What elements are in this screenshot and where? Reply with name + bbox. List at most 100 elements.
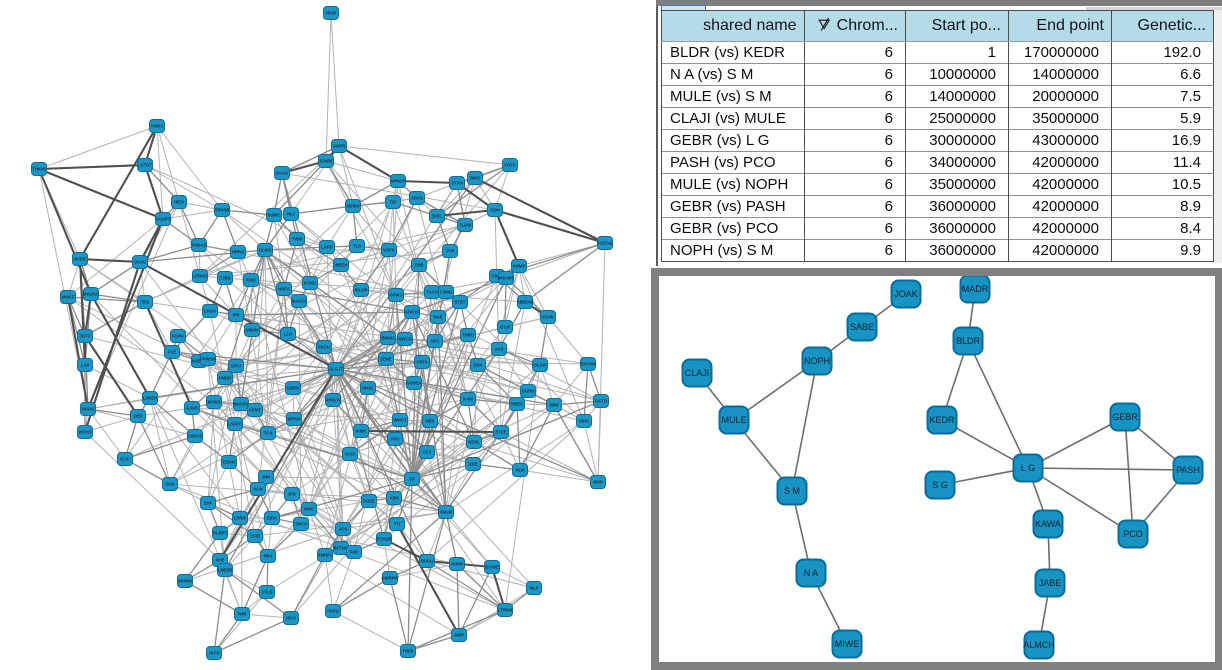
svg-text:ICJC: ICJC <box>120 457 130 462</box>
svg-text:NUETM: NUETM <box>192 359 207 364</box>
svg-text:NCDE: NCDE <box>74 257 86 262</box>
svg-text:SUWC: SUWC <box>268 213 281 218</box>
svg-text:LPDOO: LPDOO <box>193 274 209 279</box>
svg-text:UHOL: UHOL <box>362 386 374 391</box>
svg-text:MAUGO: MAUGO <box>83 292 100 297</box>
svg-text:ETDE: ETDE <box>495 430 506 435</box>
svg-text:AJGR: AJGR <box>186 406 198 411</box>
svg-text:TWIW: TWIW <box>491 274 503 279</box>
svg-text:AKD: AKD <box>494 347 503 352</box>
svg-text:GSHEA: GSHEA <box>407 381 422 386</box>
svg-text:FPWSW: FPWSW <box>200 357 216 362</box>
svg-text:L G: L G <box>1021 463 1035 473</box>
svg-text:LAP: LAP <box>81 363 90 368</box>
svg-text:EIDA: EIDA <box>267 516 277 521</box>
svg-text:CLAJI: CLAJI <box>685 368 710 378</box>
svg-text:IKMK: IKMK <box>356 429 367 434</box>
svg-text:BIHS: BIHS <box>470 176 480 181</box>
svg-text:FAKU: FAKU <box>327 609 338 614</box>
svg-text:KBBDW: KBBDW <box>517 300 533 305</box>
svg-text:LMEFB: LMEFB <box>218 568 232 573</box>
svg-text:HCN: HCN <box>253 487 262 492</box>
svg-text:JKOG: JKOG <box>134 260 146 265</box>
svg-text:ICLW: ICLW <box>500 325 511 330</box>
svg-text:JEME: JEME <box>380 357 392 362</box>
svg-text:OJOI: OJOI <box>345 452 355 457</box>
svg-text:JNH: JNH <box>262 475 270 480</box>
svg-text:N A: N A <box>804 568 819 578</box>
svg-text:AIBP: AIBP <box>454 633 464 638</box>
svg-text:LKGO: LKGO <box>204 309 217 314</box>
svg-text:ESKM: ESKM <box>223 460 236 465</box>
svg-text:KEMT: KEMT <box>249 408 261 413</box>
svg-text:GPC: GPC <box>430 339 439 344</box>
svg-text:SBOS: SBOS <box>411 196 423 201</box>
svg-text:KDHJ: KDHJ <box>172 334 184 339</box>
svg-text:GMLW: GMLW <box>439 510 452 515</box>
svg-text:ACG: ACG <box>338 527 347 532</box>
svg-text:BMWJ: BMWJ <box>382 336 395 341</box>
svg-text:OIHC: OIHC <box>579 419 589 424</box>
svg-text:SRNSB: SRNSB <box>215 208 230 213</box>
svg-text:TLS: TLS <box>353 244 361 249</box>
svg-text:ALMCH: ALMCH <box>1023 640 1055 650</box>
svg-text:S G: S G <box>932 480 948 490</box>
svg-text:STET: STET <box>455 300 466 305</box>
svg-text:FLE: FLE <box>168 350 176 355</box>
svg-text:SAOG: SAOG <box>276 171 288 176</box>
svg-text:LTRKM: LTRKM <box>498 608 513 613</box>
svg-text:OLGW: OLGW <box>533 363 546 368</box>
svg-text:TDI: TDI <box>390 200 397 205</box>
svg-text:JOAK: JOAK <box>894 289 918 299</box>
svg-text:CSMG: CSMG <box>440 290 453 295</box>
svg-text:TCA: TCA <box>264 431 273 436</box>
svg-text:LLO: LLO <box>284 332 293 337</box>
svg-text:NDSL: NDSL <box>468 440 480 445</box>
svg-text:DODE: DODE <box>363 499 375 504</box>
svg-text:PASH: PASH <box>1176 465 1200 475</box>
svg-text:JUTC: JUTC <box>80 334 91 339</box>
svg-text:HKHNK: HKHNK <box>177 579 192 584</box>
svg-text:CTLD: CTLD <box>261 590 272 595</box>
svg-text:MOCWC: MOCWC <box>498 276 515 281</box>
svg-text:MIWE: MIWE <box>835 639 860 649</box>
svg-text:AMNFL: AMNFL <box>318 553 333 558</box>
svg-text:MJWB: MJWB <box>208 400 221 405</box>
svg-text:GBBM: GBBM <box>287 386 300 391</box>
svg-text:HRN: HRN <box>549 403 558 408</box>
svg-text:HISB: HISB <box>326 11 336 16</box>
svg-text:DDK: DDK <box>473 363 482 368</box>
svg-text:BCIME: BCIME <box>485 565 499 570</box>
svg-text:UMUM: UMUM <box>245 328 259 333</box>
svg-text:CJBD: CJBD <box>219 276 230 281</box>
svg-text:NGE: NGE <box>433 315 442 320</box>
svg-text:JKCS: JKCS <box>208 651 219 656</box>
svg-text:S M: S M <box>784 486 800 496</box>
svg-text:BLDR: BLDR <box>956 336 981 346</box>
svg-text:GPIKJ: GPIKJ <box>390 293 403 298</box>
svg-text:MOS: MOS <box>593 480 603 485</box>
svg-text:BOIL: BOIL <box>432 214 442 219</box>
svg-text:FOTP: FOTP <box>504 163 515 168</box>
svg-text:DGRH: DGRH <box>522 389 534 394</box>
svg-text:SFPJ: SFPJ <box>231 364 242 369</box>
svg-text:KHMP: KHMP <box>513 264 526 269</box>
svg-text:LAPD: LAPD <box>321 245 332 250</box>
svg-text:CRTA: CRTA <box>416 360 427 365</box>
svg-text:CTAH: CTAH <box>451 181 462 186</box>
svg-text:PMDH: PMDH <box>219 376 231 381</box>
svg-text:JIF: JIF <box>409 477 415 482</box>
svg-text:GWRHW: GWRHW <box>381 576 398 581</box>
svg-text:TWCP: TWCP <box>295 522 308 527</box>
svg-text:TDS: TDS <box>141 300 150 305</box>
svg-text:ADFOO: ADFOO <box>404 310 420 315</box>
svg-text:KSNO: KSNO <box>304 281 317 286</box>
svg-text:TTI: TTI <box>394 522 400 527</box>
svg-text:THKMI: THKMI <box>32 167 45 172</box>
svg-text:PBEIC: PBEIC <box>511 402 524 407</box>
svg-text:WUCRA: WUCRA <box>233 402 249 407</box>
svg-text:WJPN: WJPN <box>451 562 463 567</box>
svg-text:HRA: HRA <box>263 554 272 559</box>
svg-text:NIRC: NIRC <box>304 507 314 512</box>
svg-text:EPCHM: EPCHM <box>580 362 596 367</box>
